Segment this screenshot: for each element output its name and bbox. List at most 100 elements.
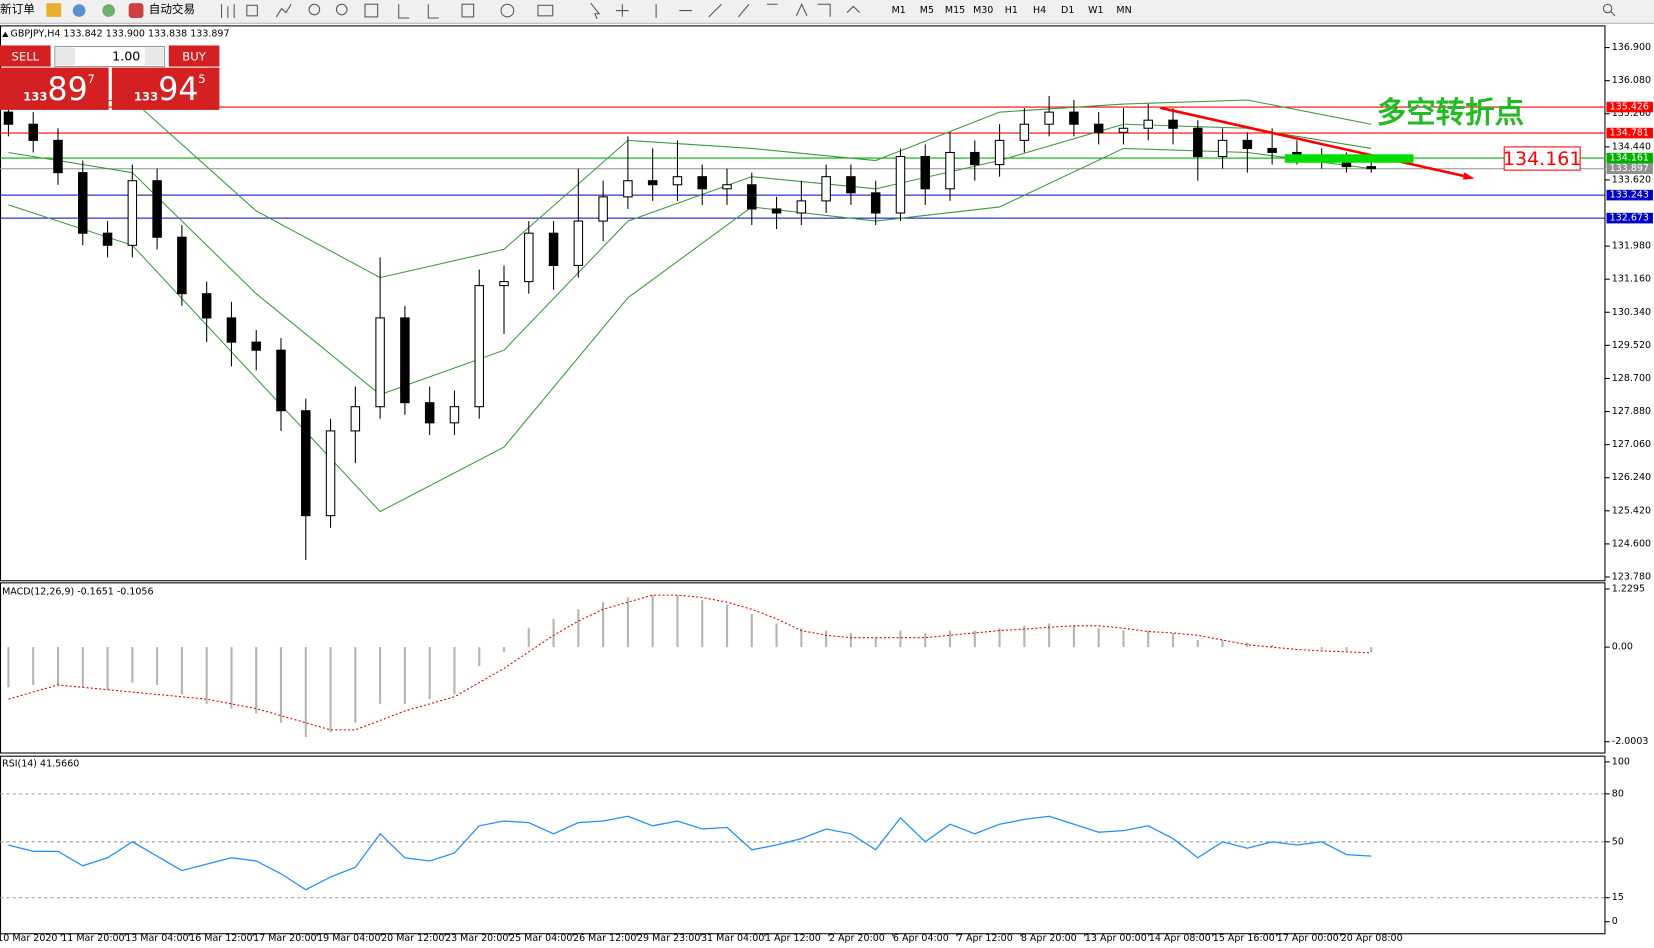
candle-body (821, 176, 831, 202)
timeframe[interactable]: M1 (892, 5, 906, 16)
icon[interactable] (398, 4, 439, 19)
icon[interactable] (500, 3, 515, 18)
bid-box[interactable] (0, 67, 109, 110)
chart-title: RSI(14) 41.5660 (2, 759, 79, 770)
icon[interactable] (590, 2, 861, 20)
y-tick-label: 123.780 (1612, 571, 1651, 582)
x-tick-label: 17 Apr 00:00 (1277, 933, 1339, 944)
level-label: 133.897 (1610, 163, 1649, 174)
candle-body (102, 232, 113, 246)
y-tick-label: 125.420 (1612, 505, 1651, 516)
icon[interactable] (102, 4, 115, 17)
timeframes: M1 M5 M15 M30 H1 H4 D1 W1 MN (892, 5, 1132, 16)
bid-point[interactable]: 7 (88, 72, 95, 86)
icon[interactable] (72, 4, 86, 17)
x-tick-label: 29 Mar 23:00 (637, 933, 700, 944)
icon[interactable] (364, 3, 379, 18)
lot-input[interactable] (54, 45, 166, 68)
bid-big[interactable]: 133 (23, 90, 47, 104)
icon[interactable] (46, 3, 62, 17)
icon[interactable] (246, 4, 258, 17)
y-tick-label: 100 (1612, 756, 1630, 767)
timeframe[interactable]: H4 (1033, 5, 1046, 16)
signal-line (8, 594, 1372, 731)
timeframe[interactable]: M15 (945, 5, 965, 16)
candle-body (301, 410, 311, 517)
search-icon[interactable] (1602, 3, 1613, 14)
candle-body (895, 155, 906, 214)
bollinger-upper (8, 99, 1372, 279)
candle-body (1267, 147, 1277, 154)
candle-body (350, 406, 361, 432)
rsi-panel (0, 755, 1606, 935)
candle-body (1217, 139, 1228, 158)
y-tick-label: 129.520 (1612, 340, 1651, 351)
y-tick-label: 135.260 (1612, 108, 1651, 119)
candle-body (598, 196, 608, 222)
candle-body (3, 111, 14, 125)
timeframe[interactable]: M30 (973, 5, 993, 16)
candle-body (1193, 127, 1203, 158)
y-tick-label: 80 (1612, 788, 1624, 799)
lot-down[interactable] (55, 47, 75, 66)
buy-button[interactable] (168, 45, 220, 67)
level-tag (1606, 101, 1653, 113)
y-tick-label: 131.980 (1612, 241, 1651, 252)
timeframe[interactable]: M5 (920, 5, 934, 16)
candle-body (1019, 123, 1030, 141)
candle-body (474, 285, 484, 408)
icon[interactable] (461, 3, 475, 18)
candle-body (276, 349, 286, 412)
candle-body (970, 151, 980, 166)
icon[interactable] (308, 3, 321, 16)
level-label: 133.243 (1610, 190, 1649, 201)
candle-body (1242, 139, 1253, 149)
buy-label[interactable]: BUY (182, 50, 206, 64)
timeframe[interactable]: H1 (1005, 5, 1018, 16)
ask-big[interactable]: 133 (134, 90, 158, 104)
x-tick-label: 19 Mar 04:00 (317, 933, 380, 944)
y-tick-label: 133.620 (1612, 174, 1651, 185)
y-tick-label: 131.160 (1612, 274, 1651, 285)
icon[interactable] (335, 3, 348, 16)
bid-pips[interactable]: 89 (47, 72, 87, 108)
x-tick-label: 7 Apr 12:00 (957, 933, 1013, 944)
price-panel (0, 25, 1606, 582)
candle-body (945, 151, 955, 190)
icon[interactable] (537, 4, 554, 17)
sell-label[interactable]: SELL (12, 50, 40, 64)
toolbar (0, 0, 1654, 24)
level-label: 132.673 (1610, 213, 1649, 224)
y-tick-label: 127.060 (1612, 439, 1651, 450)
ask-point[interactable]: 5 (198, 72, 205, 86)
ask-pips[interactable]: 94 (158, 72, 198, 108)
timeframe[interactable]: D1 (1061, 5, 1074, 16)
icon[interactable] (220, 4, 235, 18)
candle-body (747, 184, 757, 210)
candle-body (623, 180, 633, 198)
level-tag (1606, 163, 1653, 175)
icon[interactable] (275, 3, 292, 18)
timeframe[interactable]: MN (1116, 5, 1131, 16)
new-order[interactable]: 新订单 (0, 2, 35, 16)
x-tick-label: 25 Mar 04:00 (509, 933, 572, 944)
candle-body (994, 139, 1005, 166)
ask-box[interactable] (111, 67, 220, 110)
x-tick-label: 16 Mar 12:00 (189, 933, 252, 944)
macd-panel (0, 582, 1606, 754)
level-tag (1606, 152, 1653, 164)
lot-up[interactable] (144, 47, 164, 66)
candle-body (1044, 111, 1054, 125)
candle-body (424, 402, 435, 424)
auto-trading-icon[interactable] (128, 3, 144, 18)
auto-trading[interactable]: 自动交易 (149, 2, 195, 16)
y-tick-label: -2.0003 (1612, 736, 1649, 747)
candle-body (152, 180, 162, 238)
sell-button[interactable] (0, 45, 51, 67)
y-tick-label: 130.340 (1612, 307, 1651, 318)
x-tick-label: 1 Apr 12:00 (765, 933, 821, 944)
candle-body (1168, 119, 1178, 129)
lot-value[interactable]: 1.00 (112, 49, 140, 64)
timeframe[interactable]: W1 (1088, 5, 1103, 16)
search-icon[interactable] (1610, 11, 1616, 17)
